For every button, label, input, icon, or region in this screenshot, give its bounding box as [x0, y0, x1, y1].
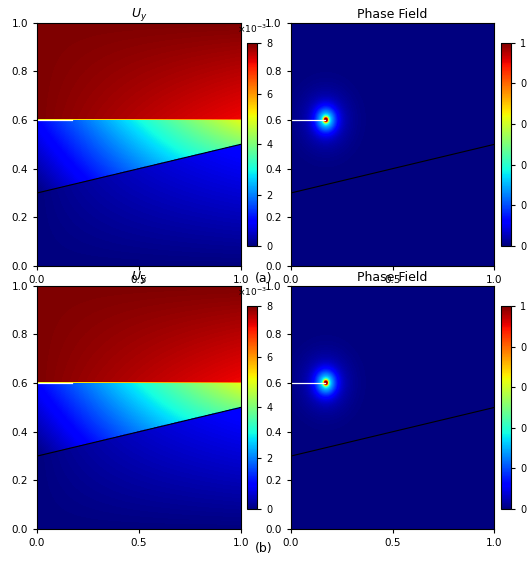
- Text: $\times10^{-3}$: $\times10^{-3}$: [238, 23, 267, 35]
- Title: Phase Field: Phase Field: [357, 271, 428, 284]
- Title: Phase Field: Phase Field: [357, 8, 428, 21]
- Text: (b): (b): [255, 542, 272, 556]
- Text: (a): (a): [255, 272, 272, 285]
- Title: $U_y$: $U_y$: [131, 6, 147, 23]
- Title: $U_y$: $U_y$: [131, 269, 147, 285]
- Text: $\times10^{-3}$: $\times10^{-3}$: [238, 285, 267, 298]
